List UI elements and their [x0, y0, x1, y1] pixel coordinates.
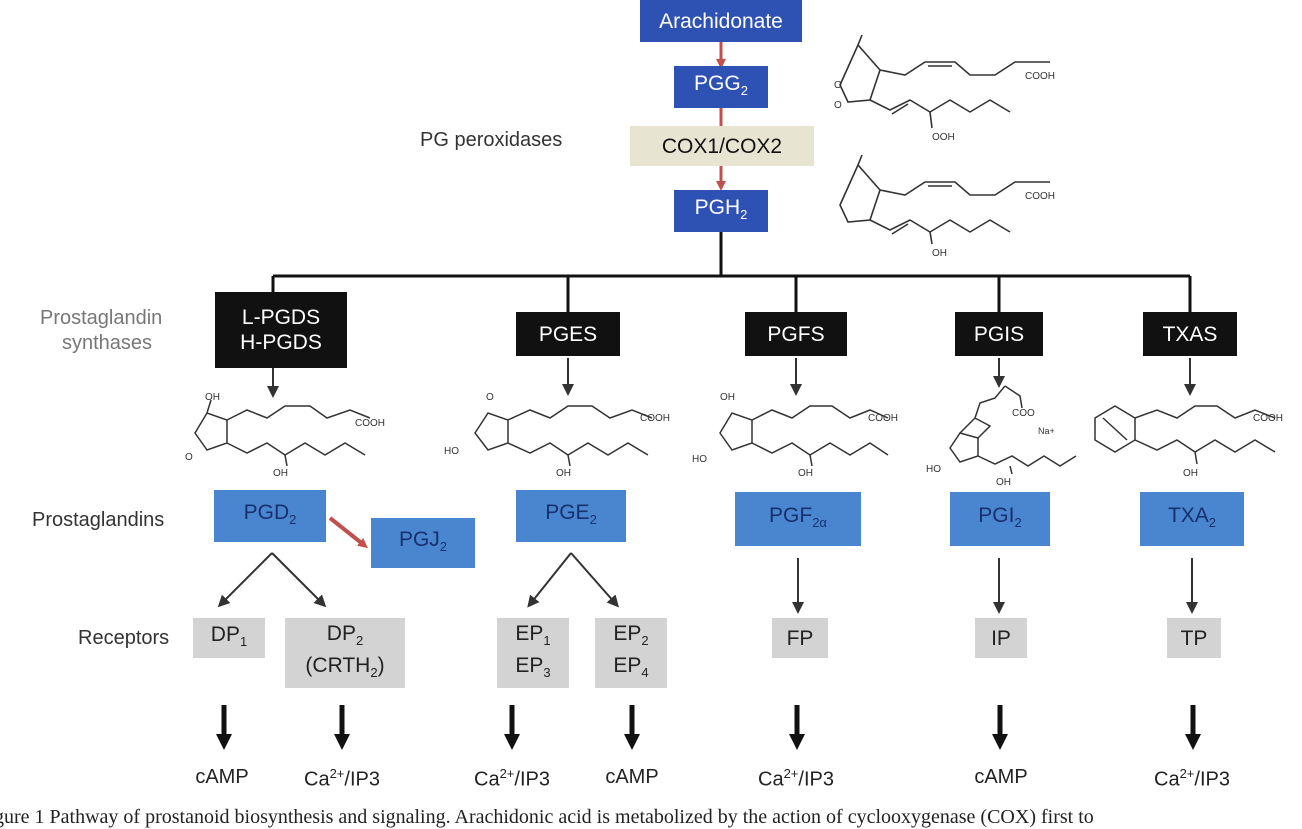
o-label-2: O — [834, 100, 842, 111]
pgi2-label: PGI2 — [978, 503, 1022, 531]
pgis-box: PGIS — [955, 312, 1043, 356]
figure-caption: gure 1 Pathway of prostanoid biosynthesi… — [0, 806, 1094, 828]
lpgds-label: L-PGDS — [241, 306, 321, 329]
arrow-pgd2-pgj2 — [328, 516, 368, 549]
pgh2-label: PGH2 — [694, 195, 748, 223]
ep2-label: EP2 — [613, 621, 649, 648]
pgds-box: L-PGDS H-PGDS — [215, 292, 347, 368]
pg-peroxidases-label: PG peroxidases — [420, 129, 563, 151]
oh-label: OH — [720, 392, 735, 403]
pgi2-box: PGI2 — [950, 492, 1050, 546]
oh-label: OH — [205, 392, 220, 403]
oh-label: OH — [1183, 468, 1198, 478]
coo-label: COO — [1012, 408, 1035, 419]
txa2-label: TXA2 — [1167, 503, 1217, 531]
cooh-label: COOH — [1253, 413, 1283, 424]
fp-box: FP — [772, 618, 828, 658]
ho-label: HO — [692, 454, 707, 465]
oh-label: OH — [996, 477, 1011, 488]
ho-label: HO — [926, 464, 941, 475]
prostaglandins-row-label: Prostaglandins — [32, 509, 165, 531]
output-dp1: cAMP — [195, 766, 249, 788]
dp1-label: DP1 — [210, 622, 248, 650]
txa2-box: TXA2 — [1140, 492, 1244, 546]
output-ep13: Ca2+/IP3 — [474, 766, 550, 791]
pgis-label: PGIS — [973, 322, 1025, 346]
pge2-box: PGE2 — [516, 490, 626, 542]
arrow-pgd2-dp2 — [271, 552, 327, 608]
synthases-line-1: Prostaglandin — [40, 307, 163, 329]
txas-box: TXAS — [1143, 312, 1237, 356]
pgf2a-box: PGF2α — [735, 492, 861, 546]
ep1-label: EP1 — [515, 621, 551, 648]
oh-label: OH — [932, 248, 947, 259]
tp-box: TP — [1167, 618, 1221, 658]
arrow-pgd2-dp1 — [217, 552, 273, 608]
cooh-label: COOH — [355, 418, 385, 429]
pgi2-structure: COO Na+ HO OH — [926, 385, 1077, 488]
oh-label-2: OH — [273, 468, 288, 478]
arrow-pge2-ep24 — [570, 552, 619, 608]
pgg2-label: PGG2 — [694, 71, 748, 99]
prostaglandin-synthases-label: Prostaglandin synthases — [40, 306, 162, 356]
ip-label: IP — [991, 626, 1011, 650]
output-fp: Ca2+/IP3 — [758, 766, 834, 791]
ep3-label: EP3 — [515, 654, 551, 681]
pgg2-box: PGG2 — [674, 66, 768, 108]
hpgds-label: H-PGDS — [240, 331, 322, 354]
pgd2-structure: OH O COOH OH — [185, 392, 385, 478]
o-label: O — [486, 392, 494, 403]
oh-label-2: OH — [798, 468, 813, 478]
tp-label: TP — [1180, 626, 1208, 650]
o-label-1: O — [834, 80, 842, 91]
ip-box: IP — [975, 618, 1027, 658]
dp1-box: DP1 — [193, 618, 265, 658]
dp2-label: DP2 — [326, 621, 364, 648]
pgf2a-structure: OH COOH HO OH — [692, 392, 898, 478]
pges-label: PGES — [538, 322, 598, 346]
output-ip: cAMP — [974, 766, 1028, 788]
ho-label: HO — [444, 446, 459, 457]
pgd2-label: PGD2 — [243, 500, 297, 528]
cooh-label: COOH — [640, 413, 670, 424]
cox-label: COX1/COX2 — [661, 134, 783, 158]
output-ep24: cAMP — [605, 766, 659, 788]
arrow-pge2-ep13 — [527, 552, 572, 608]
arachidonate-box: Arachidonate — [640, 0, 802, 42]
o-label: O — [185, 452, 193, 463]
pge2-label: PGE2 — [545, 500, 597, 528]
ooh-label: OOH — [932, 132, 955, 143]
arachidonate-label: Arachidonate — [659, 9, 783, 33]
fp-label: FP — [786, 626, 814, 650]
pges-box: PGES — [516, 312, 620, 356]
pgfs-box: PGFS — [745, 312, 847, 356]
synthases-line-2: synthases — [62, 332, 153, 354]
cooh-label: COOH — [1025, 191, 1055, 202]
pgj2-box: PGJ2 — [371, 518, 475, 568]
na-label: Na+ — [1038, 426, 1055, 436]
pgg2-structure: O O COOH OOH — [834, 34, 1055, 143]
dp2-box: DP2 (CRTH2) — [285, 618, 405, 688]
output-dp2: Ca2+/IP3 — [304, 766, 380, 791]
ep24-box: EP2 EP4 — [595, 618, 667, 688]
ep13-box: EP1 EP3 — [497, 618, 569, 688]
cooh-label: COOH — [868, 413, 898, 424]
pgfs-label: PGFS — [767, 322, 825, 346]
txas-label: TXAS — [1162, 322, 1218, 346]
pgd2-box: PGD2 — [214, 490, 326, 542]
ep4-label: EP4 — [613, 654, 649, 681]
receptors-row-label: Receptors — [78, 627, 170, 649]
cox-box: COX1/COX2 — [630, 126, 814, 166]
output-tp: Ca2+/IP3 — [1154, 766, 1230, 791]
pge2-structure: O COOH HO OH — [444, 392, 670, 478]
pgj2-label: PGJ2 — [398, 527, 448, 555]
pgh2-structure: COOH OH — [839, 154, 1055, 259]
crth2-label: (CRTH2) — [305, 654, 385, 681]
pgh2-box: PGH2 — [674, 190, 768, 232]
txa2-structure: COOH OH — [1094, 405, 1283, 478]
oh-label: OH — [556, 468, 571, 478]
cooh-label: COOH — [1025, 71, 1055, 82]
pgf2a-label: PGF2α — [769, 503, 827, 531]
